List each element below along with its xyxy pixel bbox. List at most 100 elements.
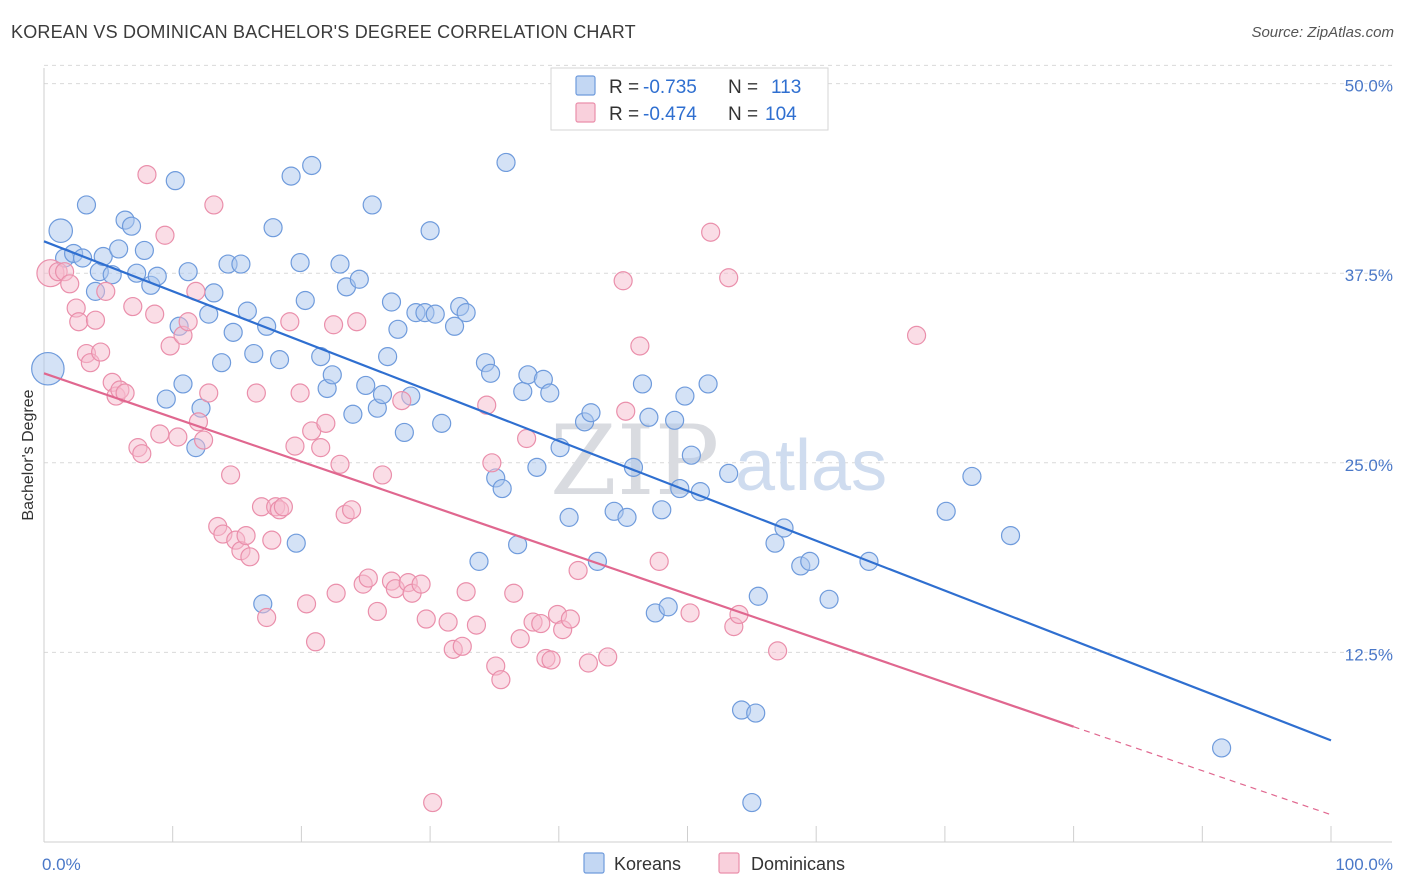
korean-point	[748, 586, 768, 606]
bottom-legend-swatch-dominicans	[718, 852, 740, 874]
korean-point	[322, 365, 342, 385]
korean-point	[698, 374, 718, 394]
korean-point	[1212, 738, 1232, 758]
korean-point	[639, 407, 659, 427]
dominican-point	[323, 315, 344, 335]
y-tick-labels: 12.5% 25.0% 37.5% 50.0%	[1345, 77, 1393, 665]
korean-point	[444, 316, 465, 336]
watermark-atlas: atlas	[735, 426, 887, 506]
trendline-dominicans	[43, 372, 1074, 728]
korean-point	[212, 353, 232, 373]
series-dominicans-points	[36, 164, 927, 813]
korean-point	[388, 319, 408, 339]
korean-point	[281, 166, 301, 186]
legend-swatch-koreans	[575, 75, 596, 96]
source-label: Source: ZipAtlas.com	[1251, 24, 1394, 41]
dominican-point	[560, 609, 580, 629]
bottom-legend: Koreans Dominicans	[583, 852, 845, 874]
bottom-legend-label-dominicans: Dominicans	[751, 854, 845, 874]
korean-point	[269, 350, 290, 370]
dominican-point	[466, 615, 487, 635]
y-tick-label: 25.0%	[1345, 456, 1393, 475]
korean-point	[93, 246, 113, 267]
korean-point	[432, 413, 452, 433]
korean-point	[372, 384, 393, 405]
korean-point	[496, 152, 516, 173]
dominican-point	[517, 428, 537, 449]
korean-point	[719, 463, 739, 484]
dominican-point	[367, 601, 387, 622]
korean-point	[173, 374, 193, 394]
dominican-point	[578, 653, 599, 673]
dominican-point	[69, 312, 89, 332]
korean-point	[31, 351, 65, 386]
korean-point	[746, 703, 766, 723]
y-axis-title: Bachelor's Degree	[20, 389, 37, 520]
y-tick-label: 50.0%	[1345, 77, 1393, 96]
legend-r-value-koreans: -0.735	[643, 77, 697, 98]
legend-n-label-koreans: N =	[728, 77, 758, 98]
dominican-point	[155, 225, 175, 245]
dominican-point	[372, 465, 393, 485]
korean-point	[559, 507, 579, 527]
korean-point	[492, 478, 512, 499]
dominican-point	[221, 465, 241, 485]
korean-point	[48, 218, 74, 244]
y-tick-label: 37.5%	[1345, 266, 1393, 285]
legend-r-value-dominicans: -0.474	[643, 104, 697, 125]
legend-n-value-dominicans: 104	[765, 104, 797, 125]
korean-point	[540, 383, 560, 403]
dominican-point	[273, 497, 293, 517]
dominican-point	[178, 312, 198, 332]
korean-point	[257, 316, 277, 336]
dominican-point	[423, 792, 443, 813]
korean-point	[204, 283, 224, 303]
dominican-point	[438, 612, 458, 632]
korean-point	[156, 389, 176, 409]
korean-point	[349, 269, 369, 289]
korean-point	[675, 386, 695, 406]
korean-point	[632, 374, 653, 394]
dominican-point	[504, 583, 524, 603]
dominican-point	[137, 164, 157, 185]
dominican-point	[262, 530, 282, 550]
dominican-point	[305, 632, 326, 652]
dominican-point	[132, 444, 152, 464]
korean-point	[658, 597, 678, 617]
dominican-point	[188, 412, 209, 432]
korean-point	[244, 343, 264, 364]
dominican-point	[199, 383, 219, 403]
korean-point	[425, 304, 445, 324]
korean-point	[76, 195, 97, 215]
dominican-point	[280, 312, 300, 332]
bottom-legend-label-koreans: Koreans	[614, 854, 681, 874]
korean-point	[330, 254, 350, 274]
korean-point	[617, 507, 637, 527]
korean-point	[378, 347, 398, 367]
legend-box	[550, 67, 829, 131]
korean-point	[652, 500, 672, 520]
dominican-point	[236, 525, 256, 546]
korean-point	[134, 240, 154, 261]
korean-point	[290, 252, 310, 273]
dominican-point	[311, 438, 331, 458]
korean-point	[295, 290, 315, 311]
korean-point	[286, 533, 306, 553]
dominican-point	[341, 500, 362, 520]
korean-point	[362, 195, 382, 215]
dominican-point	[240, 547, 260, 567]
legend: R = -0.735 N = 113 R = -0.474 N = 104	[550, 67, 829, 131]
dominican-point	[906, 325, 927, 345]
korean-point	[394, 422, 414, 443]
korean-point	[231, 254, 251, 274]
dominican-point	[316, 413, 336, 433]
dominican-point	[616, 401, 636, 421]
dominican-point	[491, 670, 511, 690]
dominican-point	[160, 336, 180, 356]
dominican-point	[630, 336, 650, 356]
bottom-legend-swatch-koreans	[583, 852, 605, 874]
korean-point	[527, 457, 547, 477]
dominican-point	[680, 603, 700, 623]
dominican-point	[330, 454, 350, 474]
korean-point	[581, 403, 601, 423]
